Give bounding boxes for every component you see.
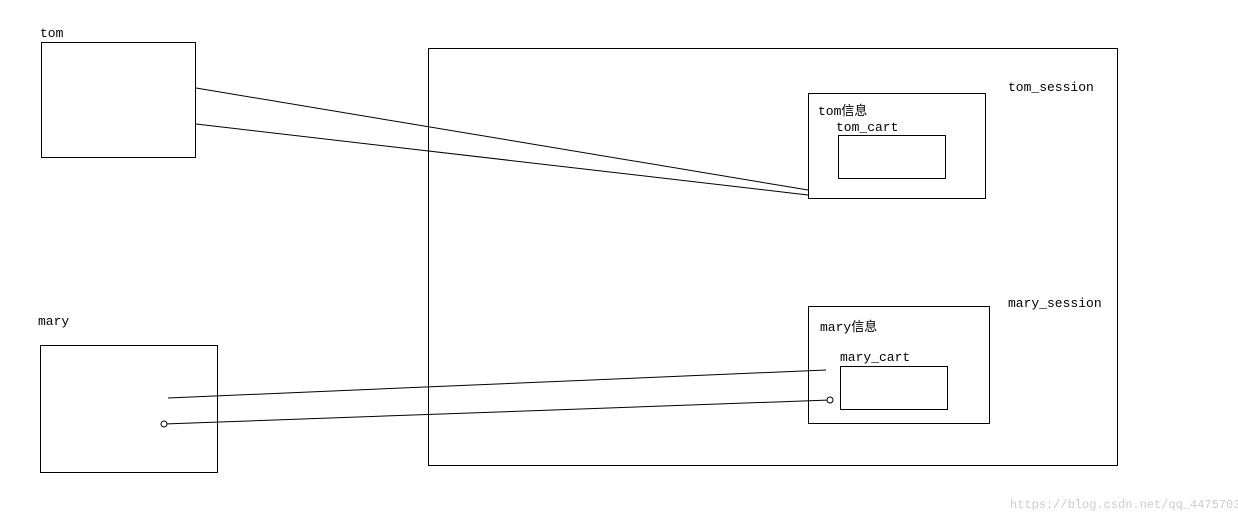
tom-label: tom bbox=[40, 26, 63, 41]
mary-cart-label: mary_cart bbox=[840, 350, 910, 365]
mary-cart-box bbox=[840, 366, 948, 410]
tom-cart-box bbox=[838, 135, 946, 179]
tom-info-label: tom信息 bbox=[818, 100, 867, 119]
watermark-text: https://blog.csdn.net/qq_44757034 bbox=[1010, 498, 1238, 512]
mary-info-label: mary信息 bbox=[820, 316, 877, 335]
tom-client-box bbox=[41, 42, 196, 158]
mary-client-box bbox=[40, 345, 218, 473]
tom-session-label: tom_session bbox=[1008, 80, 1094, 95]
mary-session-label: mary_session bbox=[1008, 296, 1102, 311]
mary-label: mary bbox=[38, 314, 69, 329]
server-container-box bbox=[428, 48, 1118, 466]
tom-cart-label: tom_cart bbox=[836, 120, 898, 135]
